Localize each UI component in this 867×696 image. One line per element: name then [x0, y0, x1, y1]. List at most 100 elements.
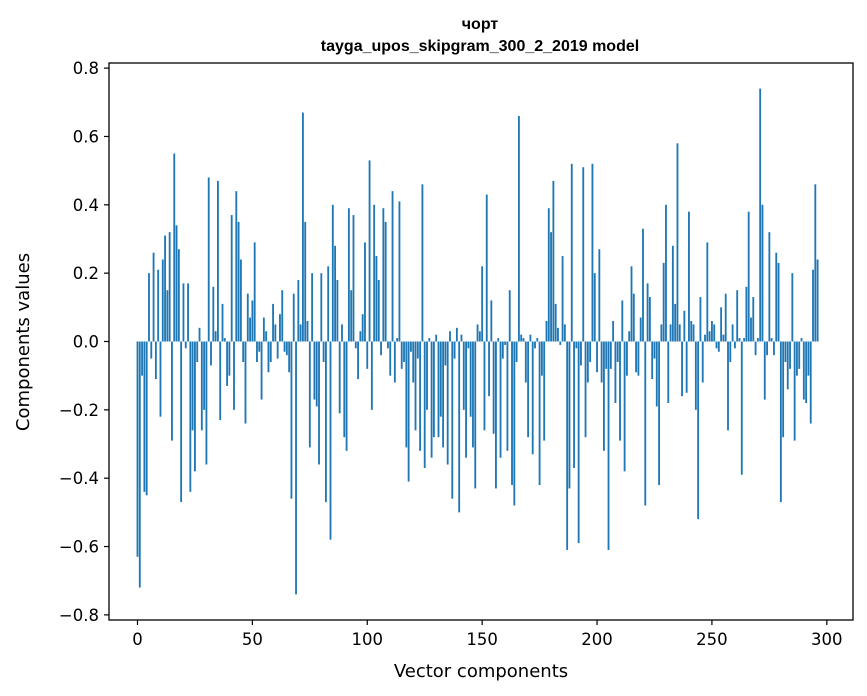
bar: [729, 341, 732, 363]
bar: [779, 341, 782, 503]
bar: [262, 317, 265, 342]
bar: [419, 341, 422, 451]
bar: [497, 338, 500, 342]
bar: [256, 341, 258, 363]
bar: [711, 320, 713, 342]
bar: [416, 341, 419, 359]
bar: [754, 341, 757, 356]
y-tick-label: 0.2: [73, 264, 99, 283]
bar: [329, 341, 332, 540]
bar: [458, 341, 461, 513]
bar: [347, 208, 350, 342]
bar: [547, 208, 550, 342]
x-tick-label: 150: [466, 630, 498, 649]
bar: [462, 341, 465, 410]
bar: [407, 341, 410, 482]
bar: [276, 341, 279, 359]
bar: [527, 341, 530, 438]
bar: [474, 341, 477, 489]
bar: [260, 341, 263, 400]
bar: [534, 341, 536, 349]
bar: [343, 341, 346, 438]
bar: [586, 341, 589, 383]
bar: [557, 327, 559, 342]
bar: [143, 341, 146, 492]
bar: [550, 232, 552, 342]
bar: [701, 341, 704, 383]
bar: [632, 293, 635, 342]
bar: [400, 341, 403, 369]
bar: [161, 259, 164, 342]
bar: [423, 341, 426, 468]
bar: [809, 341, 812, 424]
bar: [449, 331, 451, 342]
bar: [524, 341, 527, 383]
bar: [733, 341, 736, 349]
bar: [770, 338, 773, 342]
bar: [244, 341, 247, 424]
bar: [625, 341, 628, 376]
x-tick-label: 250: [696, 630, 728, 649]
bar: [187, 283, 189, 342]
bar: [577, 341, 580, 544]
bar: [308, 341, 311, 448]
bar: [563, 324, 566, 342]
bar: [478, 331, 481, 342]
bar: [426, 341, 428, 410]
bar: [171, 341, 173, 441]
bar: [517, 115, 520, 342]
bar: [173, 153, 176, 342]
bar: [789, 341, 791, 369]
bar: [391, 191, 394, 342]
bar: [529, 334, 532, 342]
bar: [322, 341, 325, 363]
bar: [382, 208, 385, 342]
bar: [239, 259, 242, 342]
bar: [200, 341, 203, 431]
bar: [531, 341, 534, 455]
bar: [612, 320, 615, 342]
bar: [198, 327, 201, 342]
bar: [168, 232, 171, 342]
bar: [205, 341, 208, 465]
y-tick-label: 0.6: [73, 127, 99, 146]
bar: [189, 341, 192, 492]
bar: [750, 317, 752, 342]
bar: [619, 341, 621, 441]
bar: [233, 341, 235, 410]
bar: [338, 341, 341, 414]
y-tick-label: −0.6: [59, 538, 99, 557]
bar: [366, 341, 369, 369]
bar: [150, 341, 153, 359]
bar: [370, 341, 373, 410]
bar: [272, 303, 274, 342]
bar: [561, 256, 564, 342]
bar: [267, 341, 270, 373]
bar: [359, 331, 362, 342]
plot-frame: [108, 62, 854, 621]
bar: [295, 341, 297, 595]
bar: [336, 279, 339, 342]
bar: [603, 341, 605, 451]
bar: [446, 341, 449, 465]
bar: [184, 341, 187, 349]
bar: [812, 269, 814, 342]
bar: [591, 163, 594, 342]
bar: [396, 338, 399, 342]
bar: [570, 163, 573, 342]
bar: [364, 242, 366, 342]
bar: [676, 143, 679, 342]
bar: [775, 252, 778, 342]
bar: [667, 341, 670, 404]
bar: [159, 341, 162, 417]
bar: [499, 341, 502, 458]
bar: [288, 341, 291, 373]
bar: [292, 293, 295, 342]
bar: [141, 341, 144, 376]
bar: [715, 341, 718, 349]
bar: [540, 341, 543, 376]
bar: [334, 245, 337, 342]
bar: [465, 341, 467, 458]
bar: [235, 191, 238, 342]
bar: [430, 341, 433, 458]
